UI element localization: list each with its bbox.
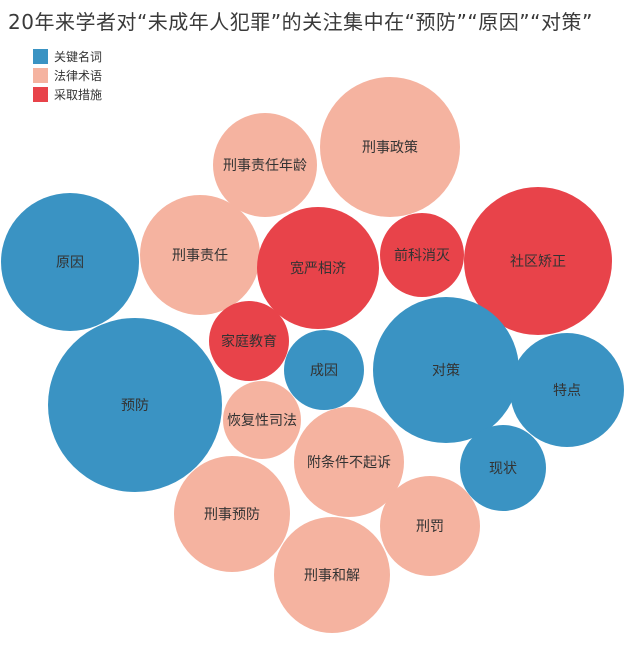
bubble-label: 附条件不起诉 bbox=[307, 454, 391, 471]
bubble-label: 刑事责任年龄 bbox=[223, 158, 307, 174]
bubble-label: 刑事和解 bbox=[304, 568, 360, 584]
bubble-circle bbox=[460, 425, 546, 511]
bubble-16: 刑事预防 bbox=[174, 456, 290, 572]
bubble-label: 宽严相济 bbox=[290, 260, 346, 277]
bubble-6: 前科消灭 bbox=[380, 213, 464, 297]
bubble-label: 刑罚 bbox=[416, 519, 444, 535]
bubble-circle bbox=[140, 195, 260, 315]
legend-label-measure: 采取措施 bbox=[54, 88, 103, 102]
bubble-label: 对策 bbox=[432, 362, 460, 379]
legend-swatch-measure bbox=[33, 87, 48, 102]
bubble-circle bbox=[274, 517, 390, 633]
bubble-circle bbox=[320, 77, 460, 217]
bubble-circle bbox=[380, 476, 480, 576]
legend-item-legal-term: 法律术语 bbox=[33, 66, 102, 85]
bubble-label: 刑事预防 bbox=[204, 507, 260, 523]
bubble-label: 恢复性司法 bbox=[227, 412, 297, 429]
bubble-circle bbox=[209, 301, 289, 381]
legend-label-keyword: 关键名词 bbox=[54, 50, 103, 64]
bubble-label: 成因 bbox=[310, 363, 338, 379]
bubble-label: 前科消灭 bbox=[394, 247, 450, 264]
bubble-circle bbox=[174, 456, 290, 572]
bubble-4: 刑事责任 bbox=[140, 195, 260, 315]
bubble-label: 家庭教育 bbox=[221, 333, 277, 350]
chart-title: 20年来学者对“未成年人犯罪”的关注集中在“预防”“原因”“对策” bbox=[8, 10, 593, 34]
bubble-10: 对策 bbox=[373, 297, 519, 443]
bubble-11: 特点 bbox=[510, 333, 624, 447]
legend-label-legal-term: 法律术语 bbox=[54, 69, 103, 83]
bubble-circle bbox=[284, 330, 364, 410]
bubble-18: 刑事和解 bbox=[274, 517, 390, 633]
bubble-12: 预防 bbox=[48, 318, 222, 492]
bubble-circle bbox=[213, 113, 317, 217]
bubble-label: 特点 bbox=[553, 383, 581, 399]
bubble-5: 宽严相济 bbox=[257, 207, 379, 329]
legend-item-measure: 采取措施 bbox=[33, 85, 102, 104]
bubble-circle bbox=[373, 297, 519, 443]
legend-item-keyword: 关键名词 bbox=[33, 47, 102, 66]
bubble-label: 现状 bbox=[489, 461, 517, 477]
bubble-8: 家庭教育 bbox=[209, 301, 289, 381]
bubble-circle bbox=[48, 318, 222, 492]
legend-swatch-keyword bbox=[33, 49, 48, 64]
bubble-label: 刑事责任 bbox=[172, 248, 228, 264]
bubble-label: 原因 bbox=[56, 255, 84, 271]
bubble-circle bbox=[1, 193, 139, 331]
bubble-7: 社区矫正 bbox=[464, 187, 612, 335]
bubble-circle bbox=[257, 207, 379, 329]
bubble-9: 成因 bbox=[284, 330, 364, 410]
bubble-15: 现状 bbox=[460, 425, 546, 511]
bubble-circle bbox=[380, 213, 464, 297]
bubble-label: 预防 bbox=[121, 398, 149, 414]
bubble-label: 刑事政策 bbox=[362, 139, 418, 156]
bubble-label: 社区矫正 bbox=[510, 254, 566, 270]
legend: 关键名词 法律术语 采取措施 bbox=[33, 47, 102, 104]
bubble-2: 刑事责任年龄 bbox=[213, 113, 317, 217]
bubble-circle bbox=[223, 381, 301, 459]
bubble-3: 原因 bbox=[1, 193, 139, 331]
bubble-circle bbox=[294, 407, 404, 517]
bubble-13: 恢复性司法 bbox=[223, 381, 301, 459]
bubble-14: 附条件不起诉 bbox=[294, 407, 404, 517]
legend-swatch-legal-term bbox=[33, 68, 48, 83]
bubble-circle bbox=[510, 333, 624, 447]
bubble-1: 刑事政策 bbox=[320, 77, 460, 217]
bubble-17: 刑罚 bbox=[380, 476, 480, 576]
bubble-circle bbox=[464, 187, 612, 335]
